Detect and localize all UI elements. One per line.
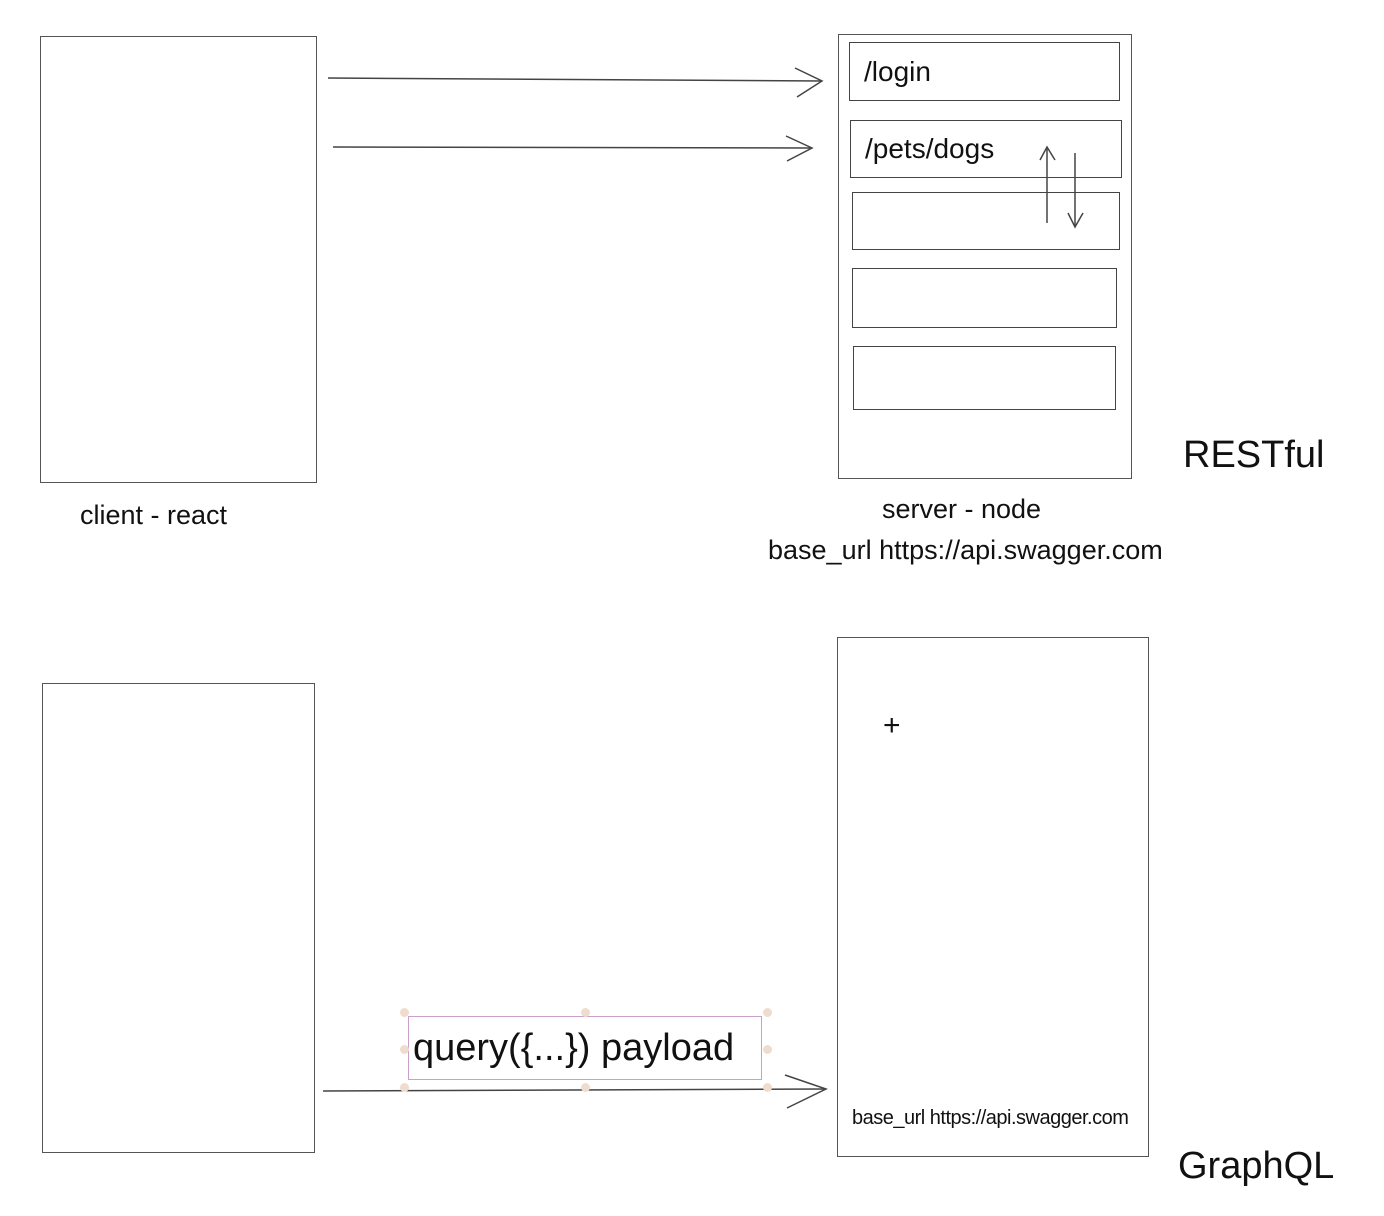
rest-server-label: server - node [882,494,1042,524]
arrow-to-pets-dogs [332,146,813,149]
restful-title: RESTful [1183,434,1325,476]
arrow-graphql-request [322,1088,827,1092]
route-empty-3 [853,346,1116,410]
selection-handle-mr[interactable] [763,1045,772,1054]
rest-client-label: client - react [80,500,228,530]
route-pets-dogs: /pets/dogs [850,120,1122,178]
rest-base-url: base_url https://api.swagger.com [768,535,1163,565]
graphql-title: GraphQL [1178,1145,1335,1187]
selection-handle-tr[interactable] [763,1008,772,1017]
graphql-base-url: base_url https://api.swagger.com [852,1107,1129,1129]
selection-handle-bl[interactable] [400,1083,409,1092]
cursor-crosshair-icon: + [883,709,901,742]
selection-handle-ml[interactable] [400,1045,409,1054]
route-empty-2 [852,268,1117,328]
selection-handle-tl[interactable] [400,1008,409,1017]
payload-text-box[interactable]: query({...}) payload [408,1016,762,1080]
arrowhead-pets-dogs [785,135,814,162]
selection-handle-br[interactable] [763,1083,772,1092]
arrow-to-login [327,77,823,82]
selection-handle-bm[interactable] [581,1083,590,1092]
arrowhead-login [794,67,824,98]
graphql-client-box [42,683,315,1153]
arrowhead-graphql [784,1074,828,1109]
route-empty-1 [852,192,1120,250]
graphql-server-box [837,637,1149,1157]
payload-text: query({...}) payload [413,1026,735,1069]
rest-client-box [40,36,317,483]
selection-handle-tm[interactable] [581,1008,590,1017]
route-login: /login [849,42,1120,101]
